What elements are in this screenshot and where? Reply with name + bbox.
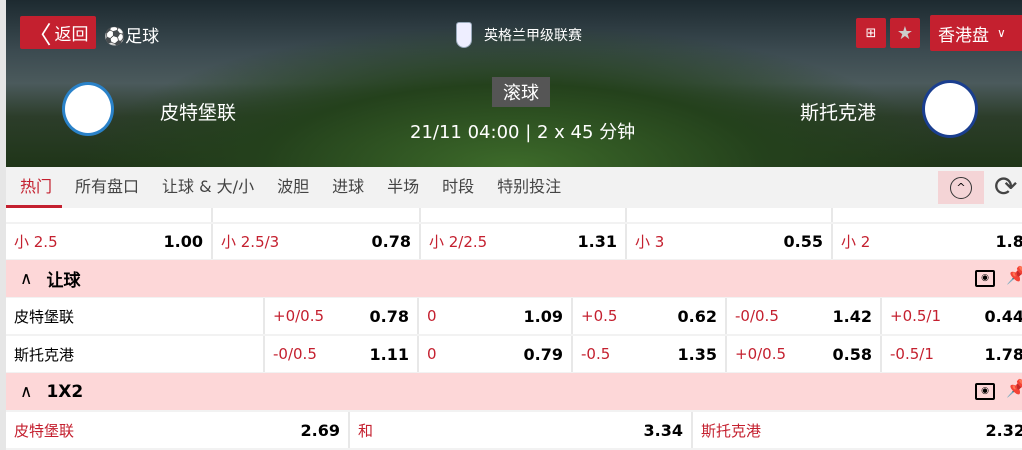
tab-period[interactable]: 时段 [442, 177, 475, 196]
table-row: 皮特堡联 +0/0.5 0.78 0 1.09 +0.5 0.62 -0/0.5 1.42 +0.… [6, 298, 1022, 334]
league: 英格兰甲级联赛 [456, 22, 582, 48]
team-name-cell: 皮特堡联 [6, 298, 263, 334]
tab-half[interactable]: 半场 [387, 177, 420, 196]
odds-cell[interactable]: +0/0.5 0.78 [265, 298, 417, 334]
odds-cell[interactable]: 斯托克港 2.32 [693, 412, 1022, 448]
odds-cell[interactable]: 皮特堡联 2.69 [6, 412, 348, 448]
table-row: 小 2.5 1.00 小 2.5/3 0.78 小 2/2.5 1.31 小 3 0.55 小 … [6, 224, 1022, 259]
pin-icon[interactable]: 📌 [1006, 266, 1022, 286]
section-1x2[interactable]: ∧ 1X2 ◉ 📌 [6, 373, 1022, 410]
odds-cell[interactable]: -0.5/1 1.78 [882, 336, 1022, 372]
star-icon: ★ [896, 22, 914, 44]
soccer-ball-icon: ⚽ [104, 27, 126, 47]
odds-cell[interactable]: -0.5 1.35 [573, 336, 725, 372]
tv-icon[interactable]: ◉ [975, 383, 995, 400]
home-team: 皮特堡联 [160, 102, 237, 124]
odds-format-select[interactable]: 香港盘 ∨ [930, 15, 1022, 51]
odds-cell[interactable]: 小 3 0.55 [627, 224, 831, 259]
odds-cell[interactable]: +0.5/1 0.44 [882, 298, 1022, 334]
odds-cell[interactable]: 0 0.79 [419, 336, 571, 372]
pitch-icon: ⊞ [865, 25, 877, 41]
odds-cell[interactable]: +0.5 0.62 [573, 298, 725, 334]
chevron-down-icon: ∨ [997, 26, 1006, 40]
collapse-up-icon: ^ [950, 176, 972, 199]
tab-all[interactable]: 所有盘口 [75, 177, 140, 196]
match-header: 〈返回 ⚽足球 英格兰甲级联赛 ⊞ ★ 香港盘 ∨ 皮特堡联 滚球 21/11 0… [6, 0, 1022, 167]
match-time: 21/11 04:00 | 2 x 45 分钟 [410, 122, 636, 143]
status-badge: 滚球 [492, 77, 550, 107]
back-button[interactable]: 〈返回 [20, 16, 96, 49]
league-logo [456, 22, 472, 48]
chevron-left-icon: 〈 [27, 21, 52, 49]
odds-cell[interactable]: 小 2/2.5 1.31 [421, 224, 625, 259]
home-team-logo [62, 82, 114, 136]
odds-cell[interactable]: -0/0.5 1.42 [727, 298, 880, 334]
tab-special[interactable]: 特别投注 [497, 177, 562, 196]
odds-cell[interactable]: 小 2.5/3 0.78 [213, 224, 419, 259]
table-row [6, 208, 1022, 222]
odds-cell[interactable]: +0/0.5 0.58 [727, 336, 880, 372]
tab-handicap-ou[interactable]: 让球 & 大/小 [162, 177, 255, 196]
market-tabs: 热门 所有盘口 让球 & 大/小 波胆 进球 半场 时段 特别投注 [6, 167, 1022, 208]
collapse-all-button[interactable]: ^ [938, 171, 984, 204]
odds-cell[interactable]: 0 1.09 [419, 298, 571, 334]
favorite-button[interactable]: ★ [890, 18, 920, 48]
tv-icon[interactable]: ◉ [975, 270, 995, 287]
odds-cell[interactable]: 小 2.5 1.00 [6, 224, 211, 259]
pitch-button[interactable]: ⊞ [856, 18, 886, 48]
tab-correct-score[interactable]: 波胆 [277, 177, 310, 196]
away-team: 斯托克港 [800, 102, 877, 124]
tab-hot[interactable]: 热门 [6, 167, 63, 208]
odds-cell[interactable]: 和 3.34 [350, 412, 691, 448]
team-name-cell: 斯托克港 [6, 336, 263, 372]
section-handicap[interactable]: ∧ 让球 ◉ 📌 [6, 260, 1022, 297]
tab-goals[interactable]: 进球 [332, 177, 365, 196]
away-team-logo [922, 80, 978, 138]
odds-cell[interactable]: 小 21.88 [833, 224, 1022, 259]
pin-icon[interactable]: 📌 [1006, 379, 1022, 399]
chevron-up-icon: ∧ [20, 381, 33, 402]
odds-cell[interactable]: -0/0.5 1.11 [265, 336, 417, 372]
refresh-icon[interactable]: ⟳ [994, 170, 1018, 203]
table-row: 斯托克港 -0/0.5 1.11 0 0.79 -0.5 1.35 +0/0.5 0.58 -0.… [6, 336, 1022, 372]
sport-label: ⚽足球 [104, 27, 160, 47]
table-row: 皮特堡联 2.69 和 3.34 斯托克港 2.32 [6, 412, 1022, 448]
chevron-up-icon: ∧ [20, 268, 33, 289]
